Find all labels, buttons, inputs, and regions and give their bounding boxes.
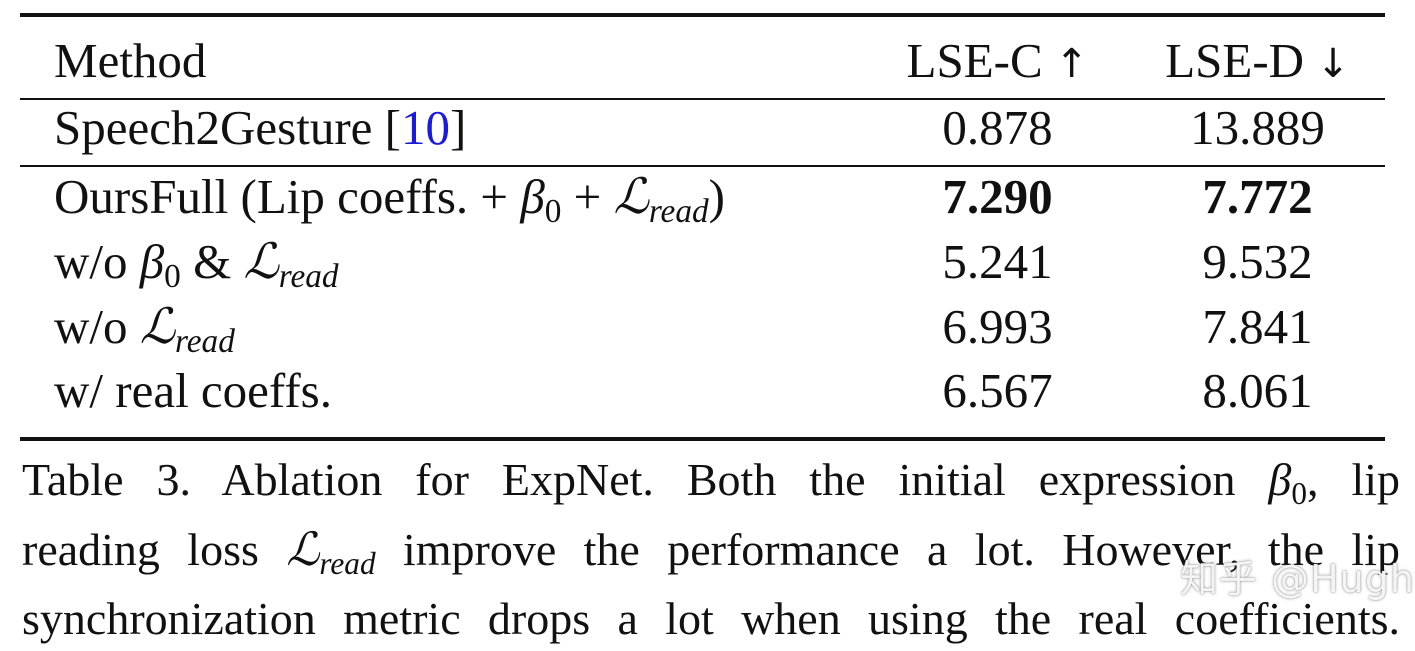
row-wo-beta-loss-lse-c: 5.241 — [942, 234, 1053, 289]
table-top-rule — [20, 13, 1385, 17]
loss-subscript: read — [278, 258, 339, 296]
caption-line-2: reading loss ℒread improve the performan… — [22, 517, 1400, 587]
header-lse-d: LSE-D ↓ — [1155, 31, 1360, 94]
row-wo-loss-lse-d: 7.841 — [1202, 299, 1313, 354]
row-wo-loss-lse-c: 6.993 — [942, 299, 1053, 354]
row-speech2gesture-lse-c: 0.878 — [942, 100, 1053, 155]
loss-subscript: read — [319, 545, 376, 581]
row-real-coeffs-lse-c: 6.567 — [942, 363, 1053, 418]
row-4-method-prefix: w/o — [54, 299, 140, 354]
loss-subscript: read — [175, 323, 235, 361]
beta-subscript: 0 — [164, 258, 181, 296]
header-lse-c-label: LSE-C — [906, 33, 1043, 88]
table-mid-rule — [20, 165, 1385, 167]
loss-subscript: read — [648, 193, 709, 231]
caption-line-1-text: Table 3. Ablation for ExpNet. Both the i… — [22, 454, 1269, 505]
caption-line-1-end: , lip — [1306, 454, 1401, 505]
loss-symbol: ℒ — [139, 298, 176, 355]
up-arrow-icon: ↑ — [1054, 41, 1089, 87]
row-real-coeffs-method: w/ real coeffs. — [54, 363, 332, 418]
header-method: Method — [54, 33, 207, 88]
row-oursfull-lse-d: 7.772 — [1202, 169, 1313, 224]
header-lse-d-label: LSE-D — [1165, 33, 1305, 88]
table-header-rule — [20, 98, 1385, 100]
row-wo-beta-loss-lse-d: 9.532 — [1202, 234, 1313, 289]
citation-link[interactable]: 10 — [400, 100, 450, 155]
row-1-method-suffix: ] — [449, 100, 467, 155]
row-wo-beta-loss-method: w/o β0 & ℒread — [54, 232, 339, 298]
down-arrow-icon: ↓ — [1316, 41, 1350, 87]
row-2-method-suffix: ) — [708, 169, 725, 224]
beta-symbol: β — [1268, 454, 1292, 505]
loss-symbol: ℒ — [613, 168, 649, 225]
beta-subscript: 0 — [1291, 475, 1307, 511]
table-caption: Table 3. Ablation for ExpNet. Both the i… — [22, 448, 1400, 651]
row-speech2gesture-method: Speech2Gesture [10] — [54, 98, 466, 158]
beta-symbol: β — [139, 234, 165, 289]
caption-line-2-end: improve the performance a lot. However, … — [375, 524, 1400, 575]
loss-symbol: ℒ — [243, 233, 279, 290]
beta-subscript: 0 — [544, 193, 562, 231]
row-speech2gesture-lse-d: 13.889 — [1190, 100, 1325, 155]
row-oursfull-lse-c: 7.290 — [942, 169, 1053, 224]
caption-line-1: Table 3. Ablation for ExpNet. Both the i… — [22, 448, 1400, 517]
row-oursfull-method: OursFull (Lip coeffs. + β0 + ℒread) — [54, 167, 725, 233]
row-1-method-prefix: Speech2Gesture [ — [54, 100, 401, 155]
row-3-method-mid: & — [180, 234, 244, 289]
row-real-coeffs-lse-d: 8.061 — [1202, 363, 1313, 418]
caption-line-2-start: reading loss — [22, 524, 287, 575]
row-wo-loss-method: w/o ℒread — [54, 297, 235, 363]
table-bottom-rule — [20, 437, 1385, 441]
header-lse-c: LSE-C ↑ — [895, 31, 1100, 94]
row-3-method-prefix: w/o — [54, 234, 140, 289]
loss-symbol: ℒ — [286, 522, 320, 576]
row-2-method-prefix: OursFull (Lip coeffs. + — [54, 169, 521, 224]
row-2-method-mid: + — [561, 169, 614, 224]
caption-line-3: synchronization metric drops a lot when … — [22, 593, 1400, 644]
beta-symbol: β — [520, 169, 545, 224]
